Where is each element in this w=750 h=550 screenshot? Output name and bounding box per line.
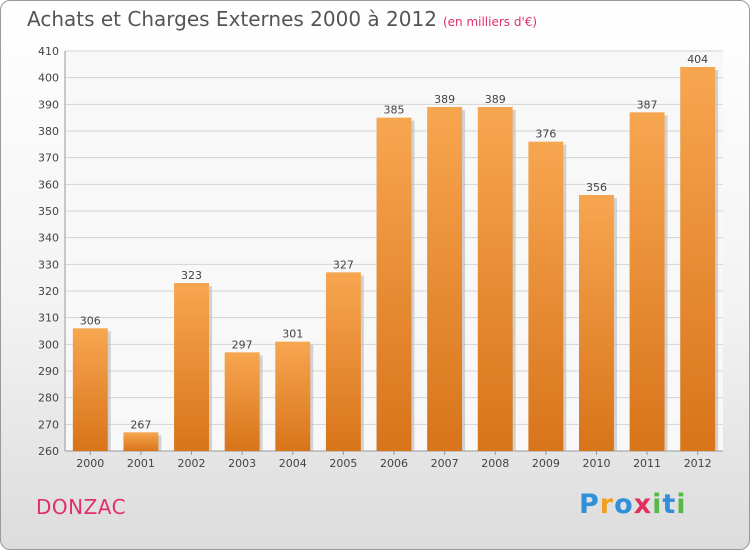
data-label: 385 xyxy=(384,104,405,117)
data-label: 306 xyxy=(80,314,101,327)
y-tick-label: 280 xyxy=(38,392,59,405)
y-tick-label: 360 xyxy=(38,178,59,191)
logo-letter: t xyxy=(662,489,677,520)
x-tick-label: 2000 xyxy=(76,457,104,470)
y-tick-label: 320 xyxy=(38,285,59,298)
y-tick-label: 290 xyxy=(38,365,59,378)
y-tick-label: 310 xyxy=(38,312,59,325)
bar xyxy=(174,283,210,451)
x-tick-label: 2002 xyxy=(178,457,206,470)
x-tick-label: 2010 xyxy=(582,457,610,470)
y-tick-label: 400 xyxy=(38,72,59,85)
data-label: 356 xyxy=(586,181,607,194)
data-label: 323 xyxy=(181,269,202,282)
data-label: 389 xyxy=(485,93,506,106)
logo-letter: x xyxy=(633,489,653,520)
y-tick-label: 370 xyxy=(38,152,59,165)
bar xyxy=(275,341,311,451)
bar xyxy=(680,67,716,451)
chart-title: Achats et Charges Externes 2000 à 2012 (e… xyxy=(27,7,537,31)
data-label: 389 xyxy=(434,93,455,106)
x-tick-label: 2012 xyxy=(684,457,712,470)
data-label: 376 xyxy=(535,128,556,141)
proxiti-logo[interactable]: Proxiti xyxy=(579,489,687,520)
x-tick-label: 2001 xyxy=(127,457,155,470)
y-tick-label: 390 xyxy=(38,98,59,111)
location-name: DONZAC xyxy=(36,495,127,519)
x-tick-label: 2007 xyxy=(431,457,459,470)
data-label: 327 xyxy=(333,258,354,271)
logo-letter: i xyxy=(676,489,687,520)
data-label: 301 xyxy=(282,328,303,341)
data-label: 267 xyxy=(130,418,151,431)
bar xyxy=(325,272,361,451)
x-tick-label: 2005 xyxy=(329,457,357,470)
chart-title-text: Achats et Charges Externes 2000 à 2012 xyxy=(27,7,437,31)
x-tick-label: 2008 xyxy=(481,457,509,470)
y-tick-label: 270 xyxy=(38,418,59,431)
x-tick-label: 2004 xyxy=(279,457,307,470)
chart-subtitle: (en milliers d'€) xyxy=(442,15,538,29)
bar xyxy=(528,141,564,451)
data-label: 387 xyxy=(637,98,658,111)
y-tick-label: 300 xyxy=(38,338,59,351)
x-tick-label: 2003 xyxy=(228,457,256,470)
bar xyxy=(72,328,108,451)
y-tick-label: 350 xyxy=(38,205,59,218)
data-label: 404 xyxy=(687,53,708,66)
y-tick-label: 330 xyxy=(38,258,59,271)
bar xyxy=(376,117,412,452)
logo-letter: o xyxy=(614,489,634,520)
y-tick-label: 410 xyxy=(38,45,59,58)
y-tick-label: 260 xyxy=(38,445,59,458)
bar xyxy=(477,107,513,451)
x-tick-label: 2011 xyxy=(633,457,661,470)
x-tick-label: 2006 xyxy=(380,457,408,470)
logo-letter: P xyxy=(579,489,600,520)
bar xyxy=(123,432,159,451)
logo-letter: i xyxy=(652,489,663,520)
y-tick-label: 380 xyxy=(38,125,59,138)
bar xyxy=(224,352,260,451)
data-label: 297 xyxy=(232,338,253,351)
bar xyxy=(578,195,614,451)
logo-letter: r xyxy=(599,489,615,520)
x-tick-label: 2009 xyxy=(532,457,560,470)
bar xyxy=(427,107,463,451)
bar xyxy=(629,112,665,451)
y-tick-label: 340 xyxy=(38,232,59,245)
